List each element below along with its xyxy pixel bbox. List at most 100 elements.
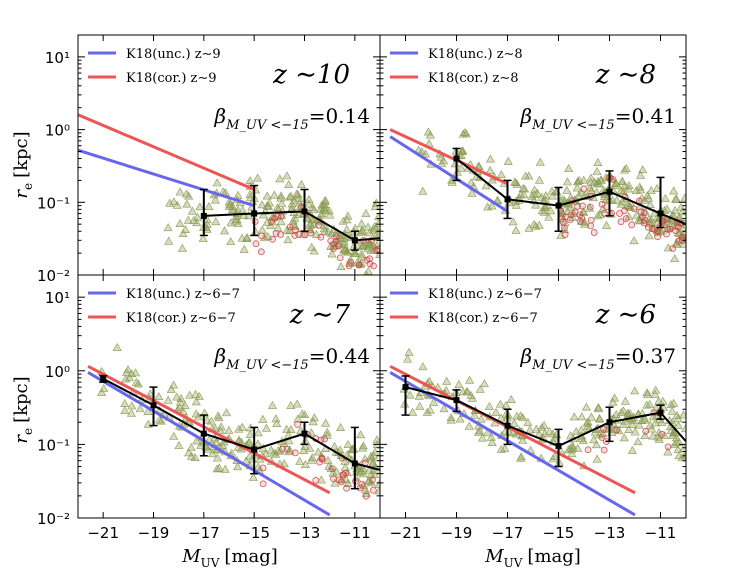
circle-point bbox=[679, 233, 686, 241]
x-tick-label: −11 bbox=[339, 524, 371, 542]
triangle-point bbox=[623, 409, 633, 418]
triangle-point bbox=[496, 413, 506, 422]
triangle-point bbox=[294, 198, 304, 207]
triangle-point bbox=[202, 415, 212, 424]
triangle-point bbox=[578, 207, 588, 216]
triangle-point bbox=[671, 194, 681, 203]
triangle-point bbox=[601, 173, 611, 182]
triangle-point bbox=[309, 413, 319, 422]
triangle-point bbox=[143, 407, 153, 415]
triangle-point bbox=[212, 464, 222, 473]
y-axis-label-bottom: re[kpc] bbox=[11, 376, 35, 443]
triangle-point bbox=[663, 447, 673, 456]
triangle-point bbox=[660, 193, 670, 202]
triangle-point bbox=[284, 180, 294, 188]
triangle-point bbox=[519, 190, 529, 199]
triangle-point bbox=[185, 390, 195, 399]
triangle-point bbox=[640, 431, 650, 440]
triangle-point bbox=[456, 163, 466, 172]
triangle-point bbox=[422, 407, 432, 416]
triangle-point bbox=[248, 472, 258, 481]
triangle-point bbox=[342, 225, 352, 234]
triangle-point bbox=[327, 249, 337, 258]
triangle-point bbox=[518, 435, 528, 444]
circle-point bbox=[363, 256, 371, 264]
triangle-point bbox=[169, 197, 179, 206]
triangle-point bbox=[569, 412, 579, 421]
triangle-point bbox=[282, 171, 292, 180]
median-marker bbox=[606, 188, 613, 195]
circle-point bbox=[274, 213, 281, 220]
redshift-label: z ∼8 bbox=[595, 60, 656, 90]
triangle-point bbox=[654, 434, 664, 443]
circle-point bbox=[579, 202, 586, 210]
triangle-point bbox=[299, 446, 309, 454]
triangle-point bbox=[408, 407, 418, 416]
triangle-point bbox=[462, 387, 472, 396]
triangle-point bbox=[204, 202, 214, 210]
triangle-point bbox=[258, 414, 268, 423]
triangle-point bbox=[262, 191, 272, 200]
triangle-point bbox=[529, 185, 539, 194]
triangle-point bbox=[549, 433, 559, 442]
triangle-point bbox=[474, 427, 484, 436]
plot-area bbox=[389, 127, 686, 263]
circle-point bbox=[370, 262, 377, 270]
triangle-point bbox=[483, 428, 493, 437]
k18-corrected-line bbox=[389, 128, 509, 186]
circle-point bbox=[675, 237, 683, 245]
triangle-point bbox=[286, 425, 296, 434]
circle-point bbox=[571, 208, 579, 216]
triangle-point bbox=[467, 188, 477, 197]
triangle-point bbox=[594, 414, 604, 422]
median-marker bbox=[100, 375, 107, 382]
triangle-point bbox=[342, 215, 352, 224]
triangle-point bbox=[293, 190, 303, 199]
triangle-point bbox=[304, 195, 314, 203]
triangle-point bbox=[577, 412, 587, 421]
median-marker bbox=[504, 196, 511, 203]
triangle-point bbox=[292, 189, 302, 198]
circle-point bbox=[584, 446, 592, 454]
triangle-point bbox=[300, 410, 310, 419]
triangle-point bbox=[237, 422, 247, 431]
triangle-point bbox=[258, 210, 269, 219]
triangle-point bbox=[154, 415, 164, 424]
triangle-point bbox=[307, 455, 317, 464]
triangle-point bbox=[186, 443, 196, 452]
triangle-point bbox=[524, 223, 534, 232]
circle-point bbox=[574, 202, 581, 210]
triangle-point bbox=[446, 415, 456, 424]
circle-point bbox=[333, 233, 340, 240]
triangle-point bbox=[404, 347, 414, 356]
beta-label: βM_UV <−15=0.44 bbox=[214, 344, 370, 373]
circle-point bbox=[559, 218, 567, 226]
circle-point bbox=[566, 216, 574, 224]
triangle-point bbox=[566, 192, 576, 201]
triangle-point bbox=[457, 146, 467, 155]
triangle-point bbox=[300, 460, 310, 468]
triangle-point bbox=[595, 210, 605, 218]
x-tick-label: −17 bbox=[188, 524, 220, 542]
triangle-point bbox=[636, 170, 646, 179]
triangle-point bbox=[338, 216, 348, 225]
triangle-point bbox=[418, 186, 428, 195]
triangle-point bbox=[366, 246, 376, 255]
median-marker bbox=[301, 430, 308, 437]
circle-point bbox=[587, 222, 594, 230]
triangle-point bbox=[476, 414, 486, 423]
circle-point bbox=[561, 224, 568, 232]
triangle-point bbox=[485, 165, 495, 174]
triangle-point bbox=[564, 163, 574, 172]
circle-point bbox=[291, 449, 299, 457]
triangle-point bbox=[454, 379, 464, 388]
circle-point bbox=[335, 476, 343, 484]
triangle-point bbox=[174, 441, 184, 450]
circle-point bbox=[561, 231, 569, 238]
circle-point bbox=[301, 231, 309, 239]
x-tick-label: −11 bbox=[645, 524, 677, 542]
triangle-point bbox=[601, 194, 611, 203]
triangle-point bbox=[658, 396, 668, 405]
triangle-point bbox=[669, 398, 679, 407]
circle-point bbox=[252, 240, 260, 248]
